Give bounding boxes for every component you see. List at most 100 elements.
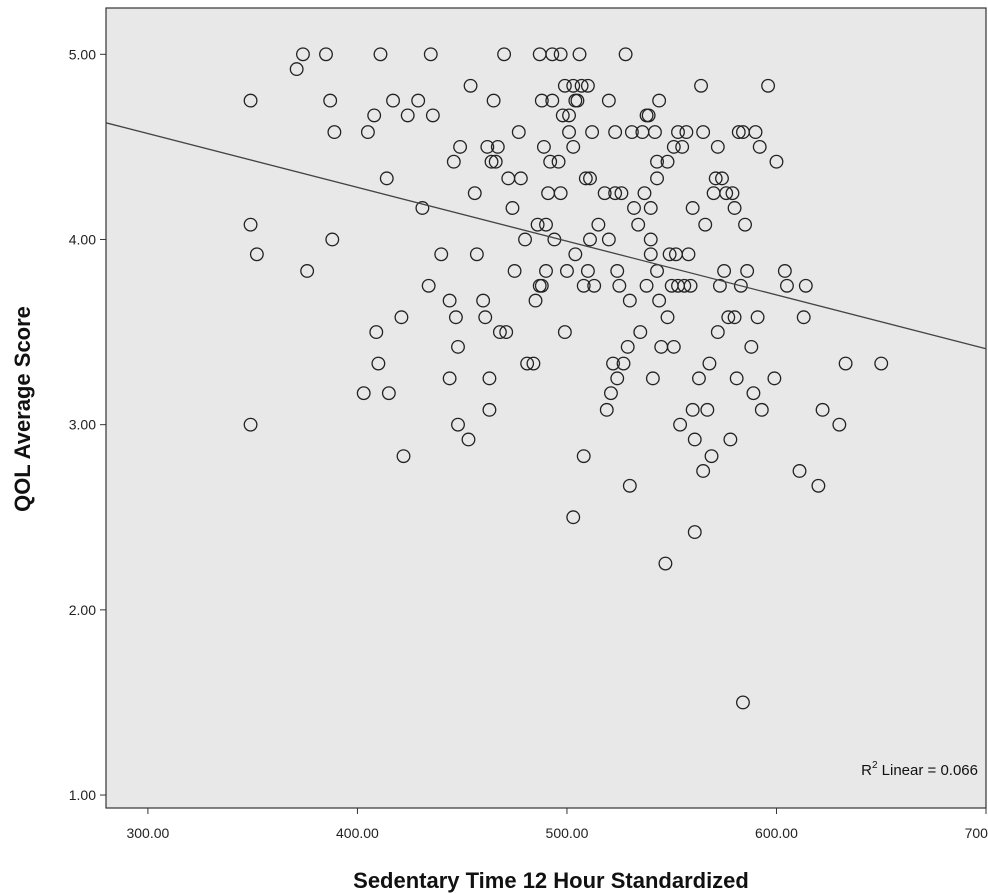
data-point: [687, 432, 702, 447]
data-point: [545, 47, 560, 62]
data-point: [652, 93, 667, 108]
data-point: [467, 186, 482, 201]
regression-line: [105, 122, 987, 350]
data-point: [476, 293, 491, 308]
y-tick-label: 2.00: [69, 602, 96, 618]
data-point: [650, 171, 664, 186]
data-point: [761, 78, 776, 93]
data-point: [442, 293, 457, 308]
data-point: [708, 171, 723, 186]
data-point: [587, 278, 602, 293]
plot-area: [105, 7, 987, 809]
data-point: [484, 154, 499, 169]
data-point: [736, 695, 750, 710]
data-point: [658, 556, 673, 571]
data-point: [583, 232, 597, 247]
data-point: [698, 217, 713, 232]
data-point: [580, 264, 595, 278]
data-point: [371, 356, 386, 371]
data-point: [486, 93, 501, 108]
data-point: [696, 464, 711, 478]
data-point: [528, 293, 543, 308]
data-point: [798, 278, 813, 293]
data-point: [367, 108, 382, 123]
x-axis: 300.00 400.00 500.00 600.00 700.00: [126, 808, 988, 841]
data-point: [648, 125, 662, 140]
data-point: [513, 171, 528, 186]
data-point: [660, 154, 675, 169]
data-point: [482, 371, 497, 386]
data-point: [360, 125, 375, 140]
y-tick-label: 3.00: [69, 417, 96, 433]
r-squared-prefix: R: [861, 762, 872, 779]
r-squared-value: Linear = 0.066: [878, 762, 979, 779]
data-point: [585, 125, 600, 140]
data-point: [442, 371, 457, 386]
data-point: [566, 78, 581, 93]
data-point: [675, 139, 690, 154]
data-point: [643, 201, 658, 215]
data-point: [289, 62, 304, 77]
data-point: [448, 310, 463, 325]
data-point: [666, 339, 681, 354]
data-point: [583, 171, 597, 186]
data-point: [421, 278, 436, 293]
data-point: [463, 78, 478, 93]
data-point: [599, 402, 614, 417]
data-point: [700, 402, 715, 417]
data-point: [727, 310, 742, 325]
r-squared-superscript: 2: [872, 760, 878, 771]
data-point: [373, 47, 388, 62]
data-point: [369, 325, 384, 340]
data-point: [574, 78, 589, 93]
data-point: [580, 78, 595, 93]
data-point: [643, 232, 658, 247]
data-point: [497, 47, 512, 62]
data-point: [379, 171, 394, 186]
x-tick-label: 600.00: [755, 825, 798, 841]
data-point: [729, 371, 744, 386]
data-point: [733, 278, 748, 293]
data-point: [832, 417, 847, 432]
data-point: [710, 139, 725, 154]
data-point: [754, 402, 769, 417]
data-point: [685, 402, 700, 417]
data-point: [838, 356, 853, 371]
data-point: [566, 139, 581, 154]
data-point: [746, 386, 761, 401]
data-point: [249, 247, 264, 262]
data-point: [555, 108, 570, 123]
data-point: [243, 417, 258, 432]
data-point: [243, 93, 258, 108]
data-point: [622, 293, 637, 308]
data-point: [639, 278, 654, 293]
r-squared-annotation: R2 Linear = 0.066: [861, 760, 978, 779]
data-point: [769, 154, 784, 169]
data-point: [815, 402, 830, 417]
data-point: [717, 264, 732, 278]
data-point: [702, 356, 717, 371]
data-point: [520, 356, 535, 371]
data-point: [488, 154, 503, 169]
data-point: [534, 93, 549, 108]
data-point: [557, 78, 572, 93]
data-point: [562, 125, 576, 140]
data-point: [740, 264, 755, 278]
y-tick-label: 5.00: [69, 46, 96, 62]
data-point: [614, 186, 629, 201]
data-point: [687, 525, 702, 540]
data-point: [386, 93, 400, 108]
data-point: [715, 171, 729, 186]
data-point: [319, 47, 333, 62]
data-point: [545, 93, 560, 108]
data-point: [712, 278, 727, 293]
data-point: [660, 310, 675, 325]
data-point: [572, 47, 587, 62]
data-point: [518, 232, 532, 247]
data-point: [356, 386, 371, 401]
data-point: [643, 247, 658, 262]
data-point: [610, 264, 625, 278]
data-point: [744, 339, 759, 354]
